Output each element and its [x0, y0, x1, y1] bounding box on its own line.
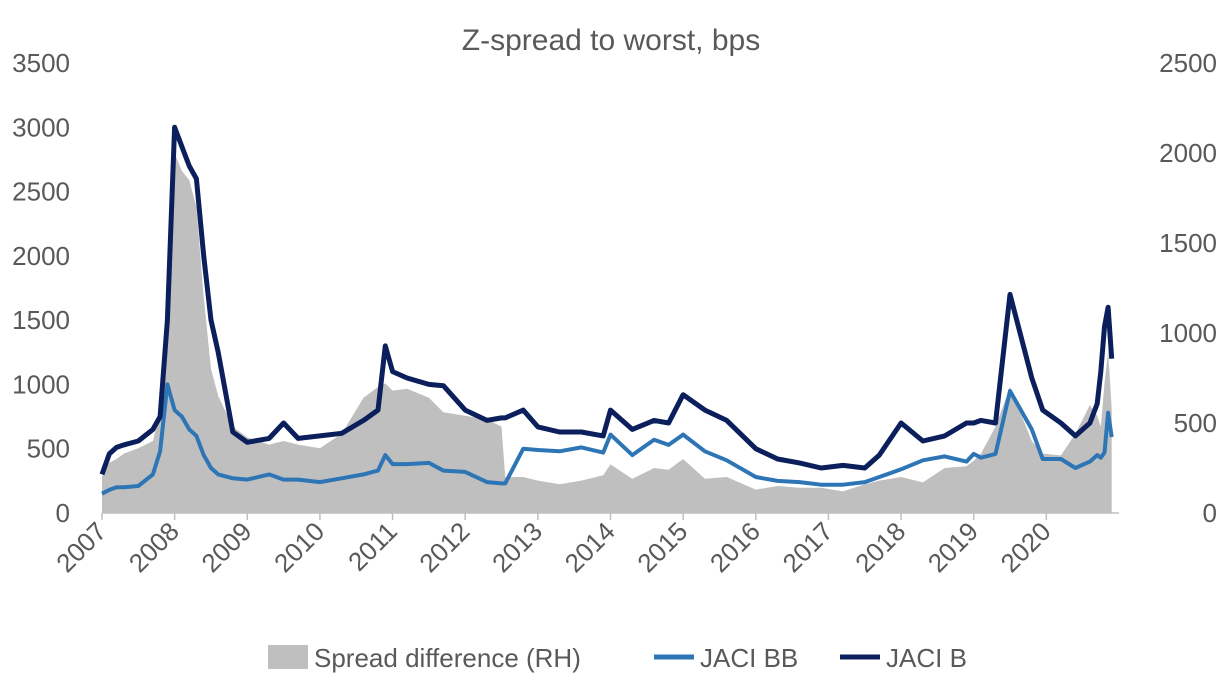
legend: Spread difference (RH) JACI BB JACI B: [268, 643, 967, 673]
y-right-tick-label: 0: [1203, 498, 1217, 528]
legend-label-spread-difference: Spread difference (RH): [314, 643, 581, 673]
legend-label-jaci-b: JACI B: [886, 643, 967, 673]
y-right-tick-label: 1500: [1159, 228, 1217, 258]
y-right-tick-label: 1000: [1159, 318, 1217, 348]
y-left-tick-label: 2000: [12, 241, 70, 271]
y-left-tick-label: 500: [27, 434, 70, 464]
x-tick-label: 2008: [123, 516, 185, 578]
x-tick-label: 2016: [704, 516, 766, 578]
y-left-tick-label: 0: [56, 498, 70, 528]
x-tick-label: 2018: [849, 516, 911, 578]
line-layer: [99, 124, 1115, 496]
y-left-tick-label: 2500: [12, 177, 70, 207]
y-right-tick-label: 2000: [1159, 138, 1217, 168]
legend-label-jaci-bb: JACI BB: [700, 643, 798, 673]
legend-swatch-spread-difference: [268, 645, 308, 669]
x-tick-label: 2020: [994, 516, 1056, 578]
y-right-tick-label: 2500: [1159, 48, 1217, 78]
x-tick-label: 2015: [631, 516, 693, 578]
y-left-tick-label: 1000: [12, 369, 70, 399]
x-tick-label: 2009: [195, 516, 257, 578]
x-tick-label: 2011: [342, 516, 403, 577]
series-line-jaci-bb: [101, 382, 1114, 496]
x-tick-label: 2017: [777, 516, 839, 578]
y-right-tick-label: 500: [1174, 408, 1217, 438]
x-tick-label: 2010: [268, 516, 330, 578]
x-tick-label: 2019: [922, 516, 984, 578]
x-tick-label: 2014: [559, 516, 621, 578]
series-line-jaci-b: [99, 124, 1115, 476]
y-left-tick-label: 3000: [12, 112, 70, 142]
chart-title: Z-spread to worst, bps: [462, 24, 760, 57]
y-left-tick-label: 1500: [12, 305, 70, 335]
x-tick-label: 2012: [413, 516, 475, 578]
x-tick-label: 2013: [486, 516, 548, 578]
y-left-tick-label: 3500: [12, 48, 70, 78]
